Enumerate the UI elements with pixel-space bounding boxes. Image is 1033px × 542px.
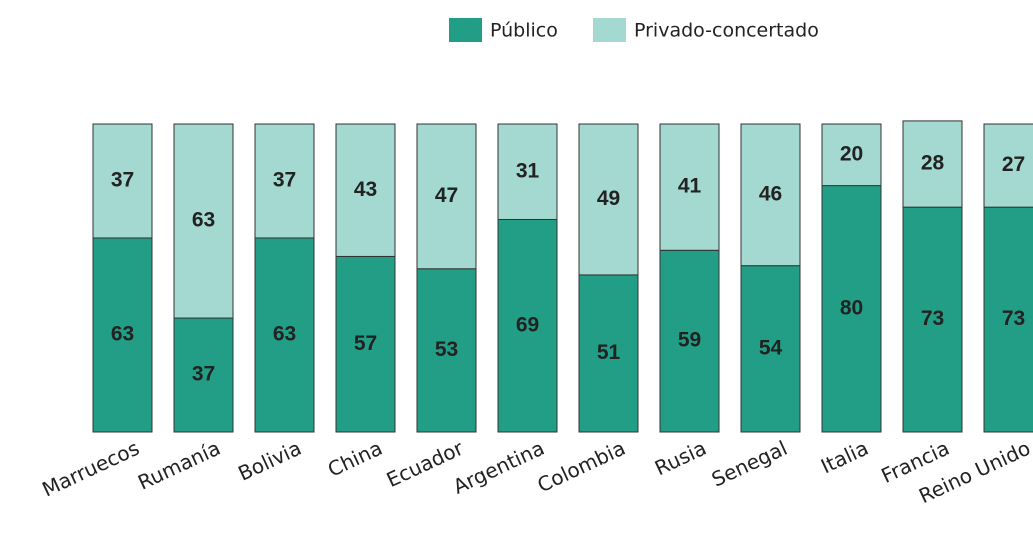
value-label: 69 [516, 313, 539, 336]
x-tick-label: China [324, 436, 386, 482]
x-tick-label: Italia [817, 436, 872, 479]
value-label: 27 [1002, 153, 1025, 176]
value-label: 37 [273, 169, 296, 192]
value-label: 49 [597, 187, 620, 210]
value-label: 37 [111, 169, 134, 192]
value-label: 63 [192, 209, 215, 232]
bar-segment [335, 123, 396, 257]
bar-segment [92, 237, 153, 433]
x-tick-label: Argentina [449, 436, 548, 499]
value-label: 37 [192, 363, 215, 386]
value-label: 43 [354, 178, 377, 201]
bar-segment [821, 123, 882, 187]
value-label: 59 [678, 329, 701, 352]
x-tick-label: Colombia [534, 436, 629, 497]
bar-segment [254, 123, 315, 239]
x-tick-label: Bolivia [234, 436, 305, 486]
value-label: 31 [516, 159, 540, 182]
value-label: 20 [840, 142, 863, 165]
bar-segment [578, 274, 639, 433]
bar-segment [740, 265, 801, 433]
value-label: 63 [111, 323, 134, 346]
bar-segment [254, 237, 315, 433]
bar-segment [92, 123, 153, 239]
bar-segment [740, 123, 801, 267]
bar-segment [983, 206, 1033, 433]
legend-label: Privado-concertado [634, 20, 819, 42]
x-tick-label: Senegal [708, 436, 791, 492]
x-tick-label: Rumanía [134, 436, 224, 495]
bar-segment [497, 218, 558, 433]
bar-segment [902, 206, 963, 433]
value-label: 41 [678, 175, 702, 198]
bar-segment [902, 120, 963, 208]
bar-segment [173, 123, 234, 319]
bar-segment [497, 123, 558, 220]
value-label: 53 [435, 338, 458, 361]
bar-segment [416, 123, 477, 270]
value-label: 54 [759, 336, 783, 359]
x-tick-label: Rusia [651, 436, 710, 481]
value-label: 51 [597, 341, 621, 364]
value-label: 57 [354, 332, 377, 355]
bar-segment [659, 249, 720, 433]
value-label: 80 [840, 296, 863, 319]
bar-segment [578, 123, 639, 276]
legend-label: Público [490, 20, 558, 42]
legend-swatch [593, 18, 626, 42]
bar-segment [335, 255, 396, 433]
bar-segment [821, 185, 882, 433]
value-label: 73 [921, 307, 944, 330]
x-tick-label: Marruecos [38, 436, 143, 502]
legend-swatch [449, 18, 482, 42]
value-label: 63 [273, 323, 296, 346]
value-label: 28 [921, 152, 945, 175]
bar-segment [983, 123, 1033, 208]
value-label: 46 [759, 182, 782, 205]
value-label: 47 [435, 184, 458, 207]
bar-segment [659, 123, 720, 251]
bar-segment [416, 268, 477, 433]
value-label: 73 [1002, 307, 1025, 330]
